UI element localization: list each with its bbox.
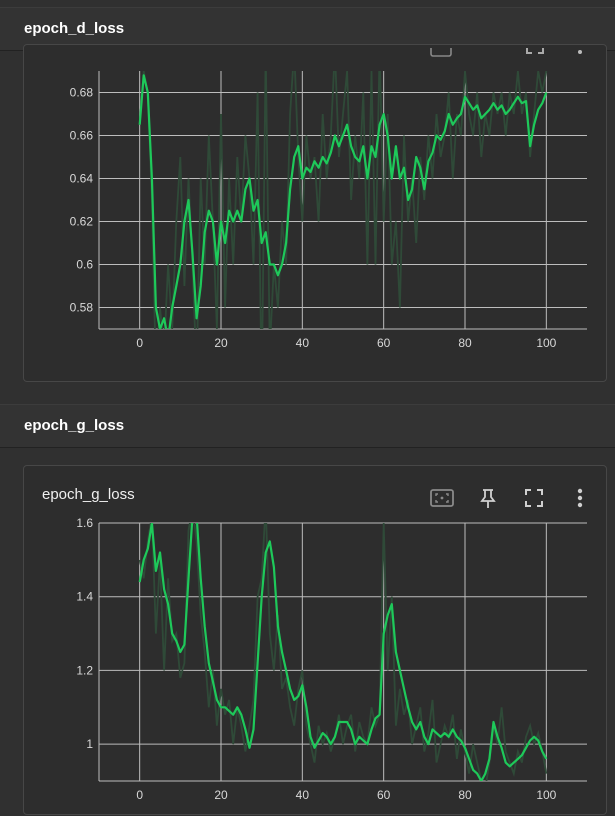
x-tick-label: 40 (296, 336, 310, 350)
y-tick-label: 0.58 (70, 301, 94, 315)
fullscreen-icon[interactable] (520, 484, 548, 512)
x-tick-label: 60 (377, 336, 391, 350)
more-vert-icon[interactable] (572, 45, 594, 55)
x-tick-label: 0 (136, 336, 143, 350)
x-tick-label: 60 (377, 788, 391, 802)
y-tick-label: 0.62 (70, 215, 94, 229)
x-tick-label: 40 (296, 788, 310, 802)
more-vert-icon[interactable] (566, 484, 594, 512)
x-tick-label: 20 (214, 788, 228, 802)
smoothed-series-line (138, 74, 548, 329)
y-tick-label: 0.64 (70, 172, 94, 186)
chart-g-loss-plot[interactable]: 0 20 40 60 80 100 1 1.2 1.4 1.6 (24, 466, 608, 816)
x-tick-label: 80 (458, 336, 472, 350)
section-title: epoch_g_loss (24, 417, 125, 434)
section-title: epoch_d_loss (24, 20, 125, 37)
x-tick-label: 0 (136, 788, 143, 802)
x-tick-label: 100 (536, 788, 556, 802)
y-tick-label: 0.6 (76, 258, 93, 272)
x-tick-label: 80 (458, 788, 472, 802)
y-tick-label: 1.4 (76, 590, 93, 604)
chart-d-loss-plot[interactable]: 0 20 40 60 80 100 0.58 0.6 0.62 0.64 0.66 0.68 (24, 45, 608, 383)
y-tick-label: 1 (86, 737, 93, 751)
fit-domain-icon[interactable] (428, 484, 456, 512)
y-tick-label: 1.2 (76, 663, 93, 677)
x-tick-label: 20 (214, 336, 228, 350)
y-tick-label: 0.68 (70, 86, 94, 100)
chart-card-d-loss: 0 20 40 60 80 100 0.58 0.6 0.62 0.64 0.66 0.68 (23, 43, 608, 383)
y-tick-label: 1.6 (76, 516, 93, 530)
pin-icon[interactable] (474, 484, 502, 512)
section-header-g-loss[interactable]: epoch_g_loss (0, 404, 615, 448)
y-tick-label: 0.66 (70, 129, 94, 143)
fullscreen-icon[interactable] (524, 45, 546, 55)
smoothed-series-line (138, 523, 548, 781)
chart-card-g-loss: epoch_g_loss 0 20 40 60 80 100 1 1.2 1.4 1.6 (23, 465, 607, 815)
raw-series-line (138, 71, 548, 329)
card-title: epoch_g_loss (42, 486, 135, 503)
section-header-d-loss[interactable]: epoch_d_loss (0, 7, 615, 51)
raw-series-line (138, 523, 548, 781)
x-tick-label: 100 (536, 336, 556, 350)
